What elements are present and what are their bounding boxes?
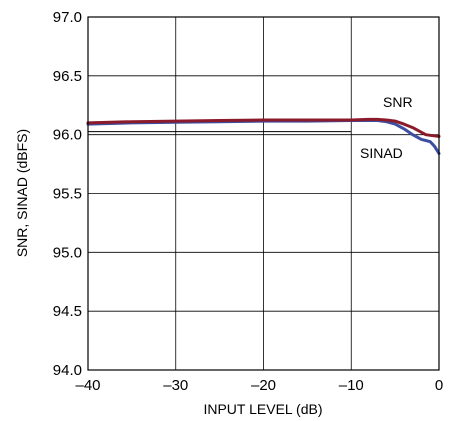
grid	[87, 16, 440, 371]
y-tick-label: 94.0	[53, 362, 82, 379]
series-line-snr	[86, 117, 441, 138]
series-label-snr: SNR	[383, 94, 413, 110]
x-tick-label: –20	[251, 377, 276, 394]
y-tick-label: 97.0	[53, 9, 82, 26]
y-tick-label: 94.5	[53, 303, 82, 320]
plot-frame	[87, 16, 440, 371]
x-tick-label: 0	[435, 377, 443, 394]
y-tick-label: 96.0	[53, 127, 82, 144]
x-tick-label: –40	[75, 377, 100, 394]
x-tick-label: –30	[163, 377, 188, 394]
y-tick-label: 96.5	[53, 68, 82, 85]
y-tick-label: 95.5	[53, 186, 82, 203]
x-axis-title: INPUT LEVEL (dB)	[203, 401, 322, 417]
y-axis-title: SNR, SINAD (dBFS)	[14, 129, 30, 257]
series-group	[86, 117, 441, 155]
y-tick-label: 95.0	[53, 244, 82, 261]
series-label-sinad: SINAD	[360, 145, 403, 161]
x-tick-label: –10	[339, 377, 364, 394]
x-tick-labels: –40 –30 –20 –10 0	[75, 377, 443, 394]
y-tick-labels: 94.0 94.5 95.0 95.5 96.0 96.5 97.0	[53, 9, 82, 379]
